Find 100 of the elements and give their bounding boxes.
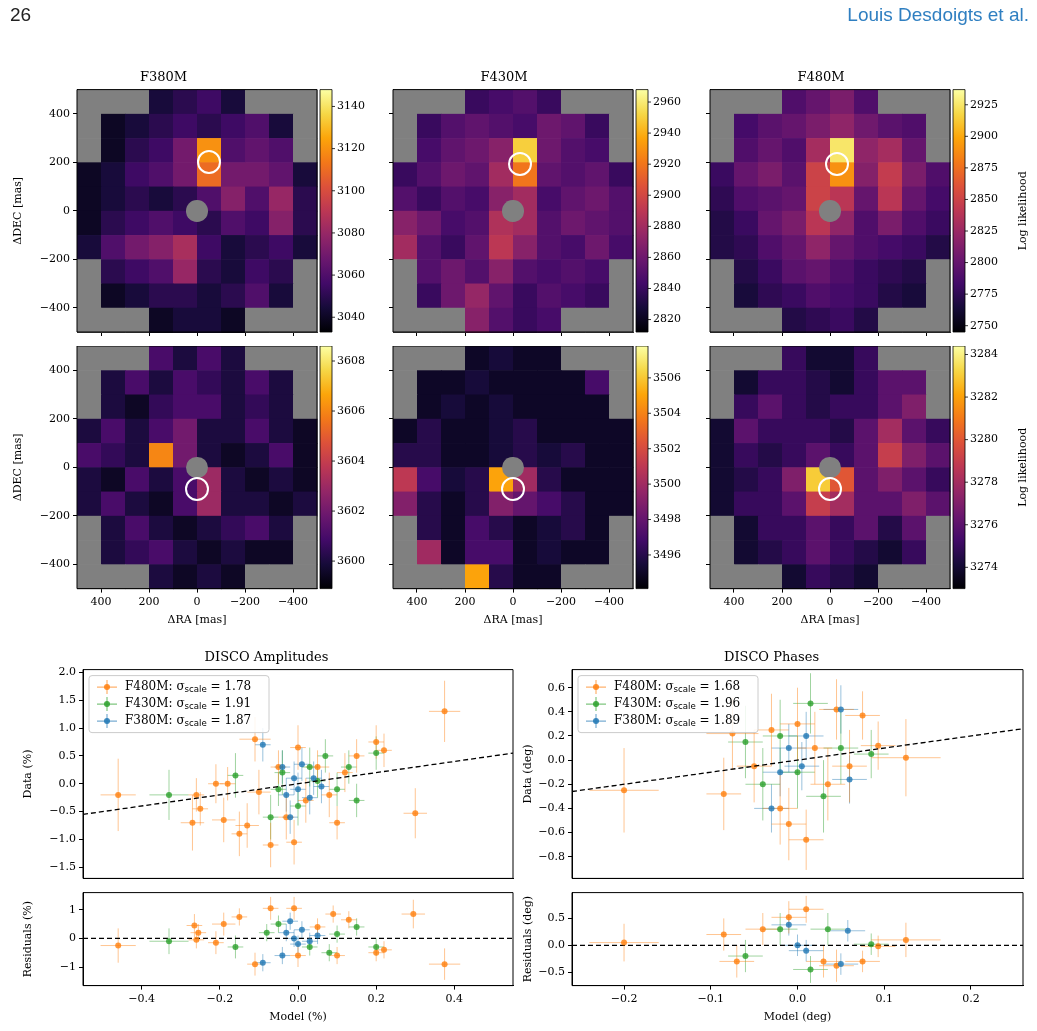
color-bar-label: 2820 bbox=[653, 312, 681, 326]
x-tick-label: 0 bbox=[826, 595, 834, 609]
text: 26 bbox=[10, 4, 32, 26]
x-tick-label: 0.0 bbox=[788, 992, 807, 1006]
y-tick-label: −0.6 bbox=[538, 825, 565, 839]
x-tick-label: −400 bbox=[277, 595, 309, 609]
color-bar-label: 2900 bbox=[653, 188, 681, 202]
x-tick-label: −0.4 bbox=[128, 992, 155, 1006]
color-bar-label: 3140 bbox=[337, 99, 365, 113]
y-tick-label: 200 bbox=[49, 411, 70, 425]
color-bar-label: 3282 bbox=[970, 389, 998, 403]
x-tick-label: 200 bbox=[771, 595, 793, 609]
x-axis-title: ΔRA [mas] bbox=[800, 613, 860, 627]
color-bar-label: 3496 bbox=[653, 547, 681, 561]
x-tick-label: 0 bbox=[193, 595, 201, 609]
y-tick-label: 0.5 bbox=[58, 748, 76, 762]
y-axis-title: Residuals (deg) bbox=[521, 895, 535, 983]
color-bar-label: 3602 bbox=[337, 503, 365, 517]
color-bar-label: 3060 bbox=[337, 267, 365, 281]
color-bar-label: 3278 bbox=[970, 475, 998, 489]
color-bar-label: 3506 bbox=[653, 370, 681, 384]
x-tick-label: −200 bbox=[229, 595, 261, 609]
color-bar-label: 2925 bbox=[970, 97, 998, 111]
y-tick-label: 0.5 bbox=[547, 911, 565, 925]
x-tick-label: −200 bbox=[862, 595, 894, 609]
y-tick-label: −200 bbox=[39, 252, 70, 266]
y-axis-title: Data (deg) bbox=[521, 744, 535, 804]
x-tick-label: −0.2 bbox=[206, 992, 234, 1006]
color-bar-label: 3280 bbox=[970, 432, 998, 446]
y-tick-label: −0.4 bbox=[538, 801, 565, 815]
y-tick-label: −400 bbox=[39, 300, 70, 314]
y-tick-label: 0 bbox=[63, 460, 70, 474]
color-bar-label: 2920 bbox=[653, 157, 681, 171]
y-tick-label: −1.0 bbox=[49, 832, 76, 846]
x-tick-label: 0.2 bbox=[962, 992, 980, 1006]
chart-title: DISCO Phases bbox=[723, 649, 820, 665]
y-tick-label: 200 bbox=[49, 155, 70, 169]
y-tick-label: 1.5 bbox=[58, 693, 76, 707]
y-axis-title: ΔDEC [mas] bbox=[11, 176, 25, 245]
text: Louis Desdoigts et al. bbox=[847, 4, 1029, 26]
y-tick-label: −1 bbox=[59, 959, 76, 973]
color-bar-label: 3504 bbox=[653, 406, 681, 420]
y-tick-label: −200 bbox=[39, 508, 70, 522]
x-tick-label: 0.0 bbox=[289, 992, 307, 1006]
x-tick-label: 0.2 bbox=[367, 992, 385, 1006]
color-bar-label: 2880 bbox=[653, 219, 681, 233]
y-tick-label: 0.0 bbox=[58, 776, 76, 790]
y-tick-label: 1.0 bbox=[58, 720, 76, 734]
x-axis-title: ΔRA [mas] bbox=[483, 613, 543, 627]
x-tick-label: 200 bbox=[138, 595, 160, 609]
x-tick-label: −400 bbox=[910, 595, 942, 609]
x-tick-label: 400 bbox=[406, 595, 428, 609]
color-bar-label: 2750 bbox=[970, 318, 998, 332]
x-tick-label: 0 bbox=[509, 595, 517, 609]
color-bar-label: 3606 bbox=[337, 403, 365, 417]
x-tick-label: 0.4 bbox=[445, 992, 464, 1006]
y-tick-label: −0.8 bbox=[538, 849, 565, 863]
x-axis-title: ΔRA [mas] bbox=[167, 613, 227, 627]
color-bar-label: 2825 bbox=[970, 223, 998, 237]
x-axis-title: Model (%) bbox=[269, 1010, 327, 1024]
color-bar-label: 3500 bbox=[653, 476, 681, 490]
y-tick-label: −0.5 bbox=[49, 804, 76, 818]
x-tick-label: 0.1 bbox=[875, 992, 893, 1006]
x-tick-label: 200 bbox=[454, 595, 476, 609]
color-bar-label: 2900 bbox=[970, 129, 998, 143]
color-bar-label: 2840 bbox=[653, 281, 681, 295]
color-bar-label: 3608 bbox=[337, 353, 365, 367]
color-bar-label: 3276 bbox=[970, 517, 998, 531]
color-bar-title: Log likelihood bbox=[1015, 427, 1029, 507]
color-bar-label: 3080 bbox=[337, 225, 365, 239]
color-bar-label: 3498 bbox=[653, 512, 681, 526]
y-tick-label: 400 bbox=[49, 363, 70, 377]
chart-title: DISCO Amplitudes bbox=[204, 649, 329, 665]
y-tick-label: 400 bbox=[49, 106, 70, 120]
color-bar-label: 2960 bbox=[653, 94, 681, 108]
color-bar-label: 2860 bbox=[653, 250, 681, 264]
y-tick-label: −0.2 bbox=[538, 777, 565, 791]
color-bar-label: 3274 bbox=[970, 560, 998, 574]
x-axis-title: Model (deg) bbox=[763, 1010, 832, 1024]
color-bar-label: 3502 bbox=[653, 441, 681, 455]
color-bar-label: 3120 bbox=[337, 141, 365, 155]
color-bar-label: 3040 bbox=[337, 310, 365, 324]
chart-title: F430M bbox=[480, 69, 528, 85]
color-bar-label: 3600 bbox=[337, 553, 365, 567]
y-tick-label: 2.0 bbox=[58, 665, 76, 679]
y-axis-title: Residuals (%) bbox=[21, 900, 35, 978]
x-tick-label: −0.2 bbox=[610, 992, 638, 1006]
color-bar-label: 2875 bbox=[970, 160, 998, 174]
y-tick-label: −0.5 bbox=[538, 965, 565, 979]
color-bar-label: 2850 bbox=[970, 192, 998, 206]
chart-title: F380M bbox=[139, 69, 188, 85]
x-tick-label: 400 bbox=[723, 595, 745, 609]
color-bar-label: 2800 bbox=[970, 255, 998, 269]
color-bar-label: 2940 bbox=[653, 125, 681, 139]
y-tick-label: 0.6 bbox=[547, 680, 565, 694]
y-tick-label: 0.0 bbox=[547, 938, 565, 952]
y-tick-label: 0 bbox=[63, 203, 70, 217]
color-bar-label: 3284 bbox=[970, 347, 998, 361]
x-tick-label: −0.1 bbox=[697, 992, 725, 1006]
chart-title: F480M bbox=[797, 69, 845, 85]
